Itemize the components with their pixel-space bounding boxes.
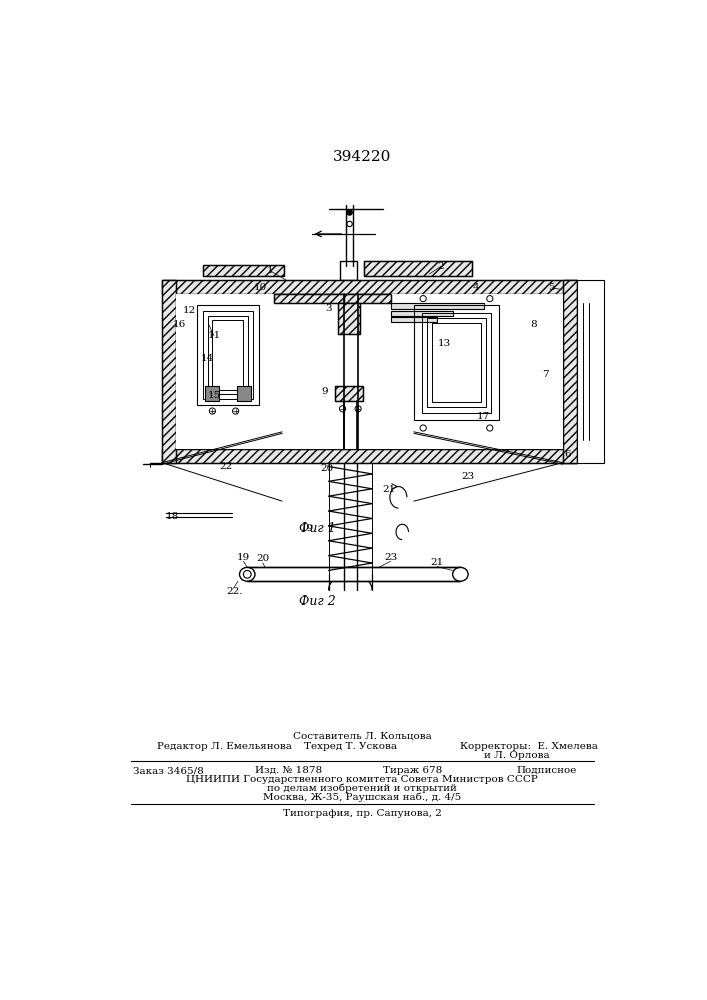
Bar [363, 261, 472, 276]
Text: 22: 22 [220, 462, 233, 471]
Text: 6: 6 [564, 450, 571, 459]
Text: 394220: 394220 [333, 150, 391, 164]
Text: Типография, пр. Сапунова, 2: Типография, пр. Сапунова, 2 [283, 808, 441, 818]
Bar [338, 303, 360, 334]
Bar [203, 311, 252, 399]
Ellipse shape [452, 567, 468, 581]
Text: 12: 12 [182, 306, 196, 315]
Text: Фиг 2: Фиг 2 [298, 595, 335, 608]
Bar [338, 303, 360, 334]
Bar [162, 280, 176, 463]
Bar [344, 294, 391, 303]
Text: Корректоры:  Е. Хмелева: Корректоры: Е. Хмелева [460, 742, 598, 751]
Bar [563, 280, 577, 463]
Text: Изд. № 1878: Изд. № 1878 [255, 766, 322, 775]
Bar [335, 386, 363, 401]
Bar [335, 386, 363, 401]
Text: 16: 16 [173, 320, 187, 329]
Text: 2: 2 [438, 262, 444, 271]
Text: 1: 1 [267, 266, 274, 275]
Text: по делам изобретений и открытий: по делам изобретений и открытий [267, 784, 457, 793]
Text: 22.: 22. [226, 587, 243, 596]
Bar [363, 261, 472, 276]
Bar [391, 317, 437, 322]
Bar [162, 449, 577, 463]
Bar [176, 294, 563, 449]
Bar [414, 305, 499, 420]
Text: Тираж 678: Тираж 678 [383, 766, 442, 775]
Text: 13: 13 [438, 339, 452, 348]
Text: 20: 20 [320, 464, 334, 473]
Ellipse shape [240, 567, 255, 581]
Text: 10: 10 [254, 283, 267, 292]
Text: Москва, Ж-35, Раушская наб., д. 4/5: Москва, Ж-35, Раушская наб., д. 4/5 [263, 792, 461, 802]
Bar [433, 323, 481, 402]
Text: Составитель Л. Кольцова: Составитель Л. Кольцова [293, 732, 431, 740]
Text: 21: 21 [382, 485, 396, 494]
Bar [340, 261, 357, 280]
Bar [274, 294, 344, 303]
Bar [162, 280, 577, 294]
Text: 19: 19 [237, 553, 250, 562]
Text: 23: 23 [384, 553, 397, 562]
Bar [203, 265, 284, 276]
Text: 23: 23 [462, 472, 474, 481]
Text: и Л. Орлова: и Л. Орлова [484, 751, 549, 760]
Text: Техред Т. Ускова: Техред Т. Ускова [304, 742, 397, 751]
Text: 3: 3 [325, 304, 332, 313]
Text: Подписное: Подписное [517, 766, 578, 775]
Bar [212, 320, 243, 389]
Text: 17: 17 [477, 412, 490, 421]
Bar [208, 316, 248, 394]
Bar [563, 280, 577, 463]
Bar [162, 280, 577, 294]
Bar [344, 294, 391, 303]
Bar [577, 280, 604, 463]
Text: 5: 5 [549, 283, 555, 292]
Text: 8: 8 [531, 320, 537, 329]
Text: 11: 11 [207, 331, 221, 340]
Text: Фиг 1: Фиг 1 [298, 522, 335, 535]
Bar [162, 449, 577, 463]
Bar [363, 261, 472, 276]
Bar [391, 311, 452, 316]
Text: ЦНИИПИ Государственного комитета Совета Министров СССР: ЦНИИПИ Государственного комитета Совета … [186, 775, 538, 784]
Text: 14: 14 [200, 354, 214, 363]
Text: 15: 15 [207, 391, 221, 400]
Bar [274, 294, 344, 303]
Text: 21: 21 [431, 558, 444, 567]
Text: Редактор Л. Емельянова: Редактор Л. Емельянова [156, 742, 291, 751]
Circle shape [347, 210, 352, 215]
Text: 7: 7 [542, 370, 549, 379]
Bar [421, 312, 491, 413]
Bar [162, 280, 176, 463]
Bar [197, 305, 259, 405]
Text: Заказ 3465/8: Заказ 3465/8 [134, 766, 204, 775]
Bar [204, 386, 218, 401]
Text: 19: 19 [300, 524, 313, 533]
Bar [237, 386, 251, 401]
Text: 20: 20 [256, 554, 269, 563]
Bar [247, 567, 460, 581]
Bar [427, 318, 486, 407]
Bar [391, 303, 484, 309]
Bar [203, 265, 284, 276]
Text: 4: 4 [472, 283, 479, 292]
Text: 18: 18 [165, 512, 179, 521]
Text: 9: 9 [322, 387, 328, 396]
